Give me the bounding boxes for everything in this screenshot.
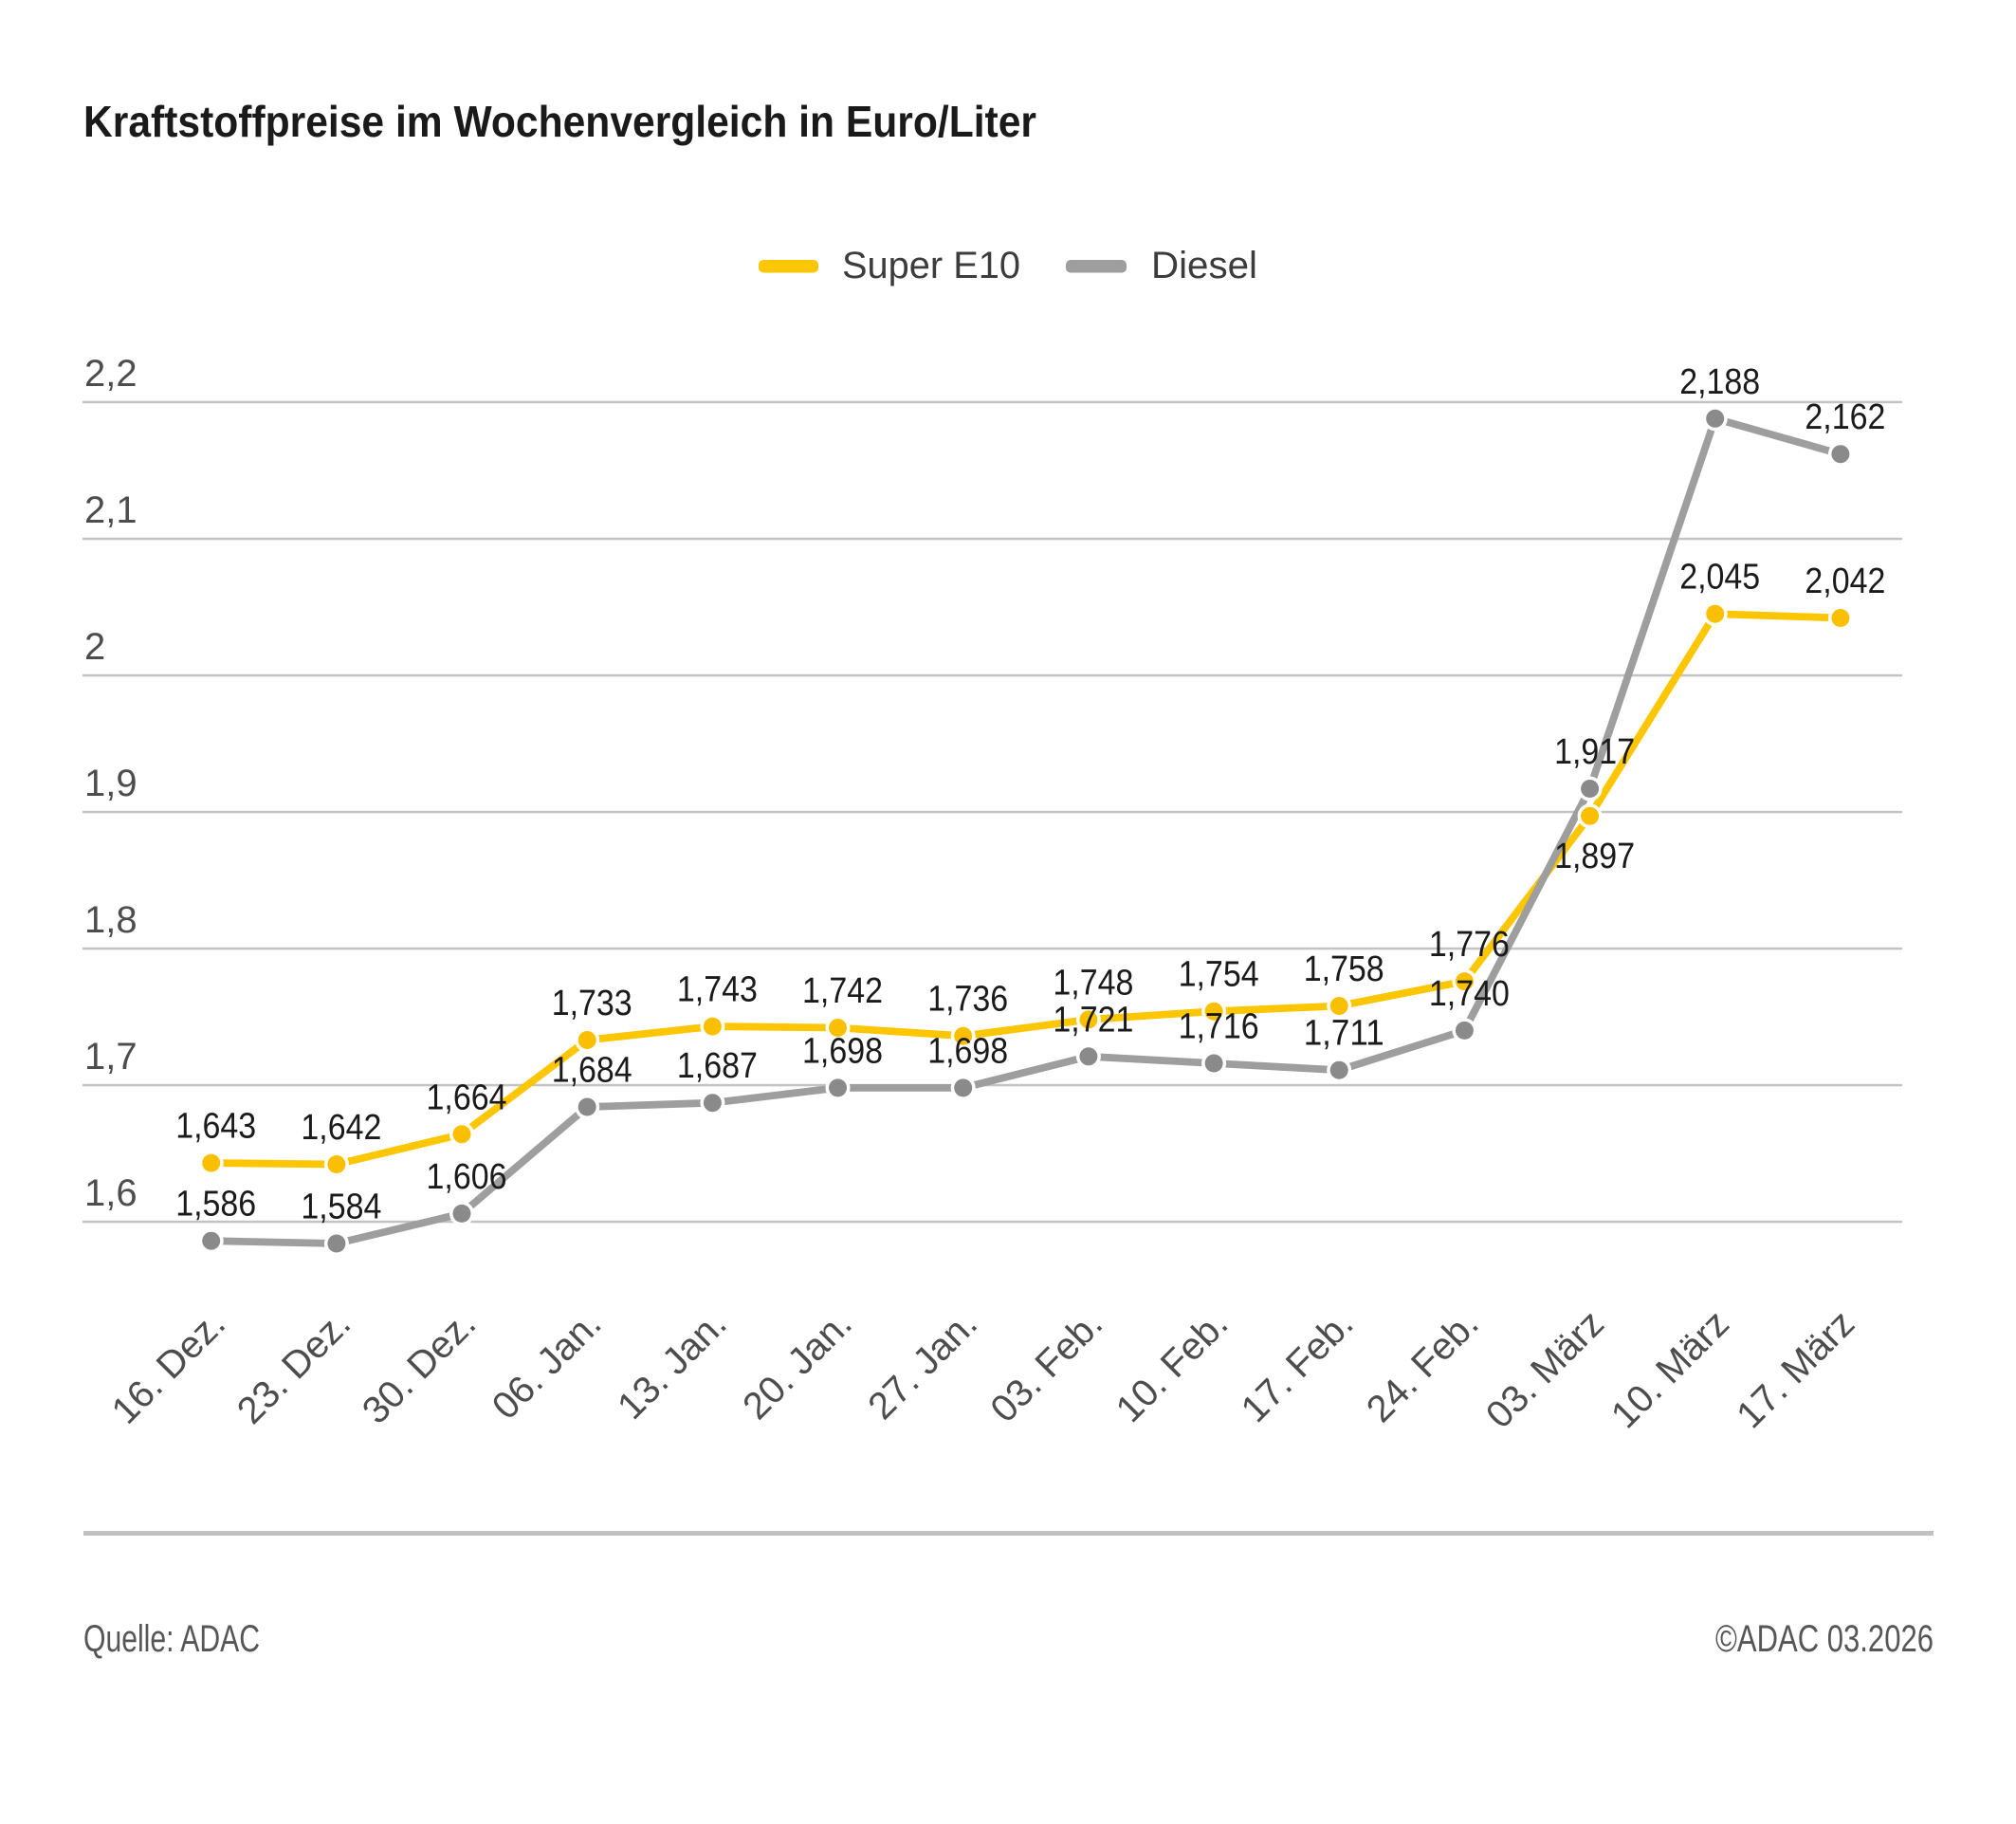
- svg-text:1,698: 1,698: [802, 1031, 883, 1071]
- svg-text:1,733: 1,733: [552, 984, 632, 1023]
- svg-text:2: 2: [84, 626, 105, 668]
- svg-text:2,2: 2,2: [84, 353, 137, 395]
- svg-text:1,711: 1,711: [1304, 1014, 1384, 1054]
- svg-text:1,642: 1,642: [301, 1108, 381, 1148]
- svg-text:1,716: 1,716: [1179, 1007, 1259, 1047]
- svg-text:1,743: 1,743: [677, 970, 758, 1010]
- svg-text:1,7: 1,7: [84, 1036, 137, 1078]
- svg-text:2,162: 2,162: [1805, 397, 1885, 437]
- svg-text:1,748: 1,748: [1053, 963, 1133, 1003]
- svg-text:Quelle: ADAC: Quelle: ADAC: [83, 1618, 260, 1660]
- svg-text:1,664: 1,664: [427, 1078, 507, 1117]
- svg-text:1,584: 1,584: [301, 1188, 381, 1227]
- svg-text:1,643: 1,643: [175, 1107, 256, 1147]
- svg-text:1,698: 1,698: [927, 1031, 1008, 1071]
- svg-text:1,736: 1,736: [927, 980, 1008, 1020]
- svg-text:1,9: 1,9: [84, 763, 137, 804]
- svg-text:Diesel: Diesel: [1151, 245, 1257, 286]
- svg-text:1,917: 1,917: [1554, 732, 1635, 772]
- svg-text:©ADAC 03.2026: ©ADAC 03.2026: [1715, 1618, 1934, 1660]
- svg-text:1,897: 1,897: [1554, 837, 1635, 876]
- svg-text:1,586: 1,586: [175, 1185, 256, 1225]
- svg-text:1,758: 1,758: [1304, 949, 1384, 989]
- svg-text:1,6: 1,6: [84, 1172, 137, 1214]
- svg-text:1,776: 1,776: [1429, 925, 1510, 965]
- svg-text:2,188: 2,188: [1679, 362, 1760, 402]
- svg-text:2,1: 2,1: [84, 489, 137, 531]
- svg-text:1,740: 1,740: [1429, 974, 1510, 1014]
- svg-text:1,8: 1,8: [84, 899, 137, 941]
- svg-text:1,742: 1,742: [802, 971, 883, 1011]
- svg-text:Super E10: Super E10: [842, 245, 1020, 286]
- svg-text:1,754: 1,754: [1179, 955, 1259, 995]
- svg-text:Kraftstoffpreise im Wochenverg: Kraftstoffpreise im Wochenvergleich in E…: [83, 97, 1036, 146]
- svg-text:1,684: 1,684: [552, 1051, 632, 1091]
- svg-text:1,721: 1,721: [1053, 1000, 1133, 1040]
- svg-text:1,606: 1,606: [427, 1157, 507, 1197]
- svg-text:2,045: 2,045: [1679, 558, 1760, 598]
- svg-text:2,042: 2,042: [1805, 562, 1885, 601]
- svg-text:1,687: 1,687: [677, 1046, 758, 1086]
